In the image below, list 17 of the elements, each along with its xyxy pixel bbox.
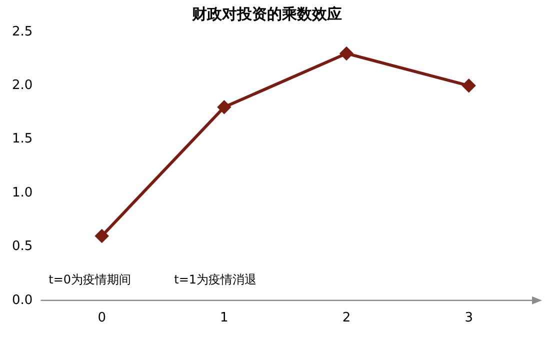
y-tick-label: 1.0 bbox=[12, 185, 33, 200]
y-tick-label: 0.0 bbox=[12, 292, 33, 308]
y-tick-label: 2.0 bbox=[12, 78, 33, 94]
chart-title: 财政对投资的乘数效应 bbox=[191, 4, 342, 23]
annotation: t=1为疫情消退 bbox=[174, 272, 257, 287]
y-tick-label: 0.5 bbox=[12, 239, 33, 254]
annotation: t=0为疫情期间 bbox=[48, 272, 132, 287]
x-tick-label: 2 bbox=[342, 310, 351, 326]
point bbox=[462, 79, 476, 92]
y-tick-label: 1.5 bbox=[12, 132, 33, 147]
x-tick-label: 0 bbox=[98, 310, 106, 326]
point bbox=[340, 46, 354, 60]
x-tick-label: 1 bbox=[220, 310, 228, 326]
x-tick-label: 3 bbox=[464, 310, 473, 326]
point bbox=[218, 100, 231, 114]
point bbox=[95, 229, 108, 242]
y-tick-label: 2.5 bbox=[12, 24, 33, 40]
